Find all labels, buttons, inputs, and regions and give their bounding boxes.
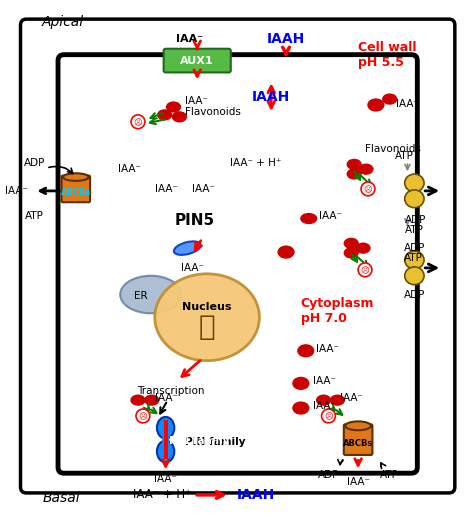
Circle shape	[321, 409, 336, 423]
Text: ATP: ATP	[380, 470, 399, 480]
Text: IAA⁻ + H⁺: IAA⁻ + H⁺	[230, 158, 281, 168]
Ellipse shape	[405, 174, 424, 192]
Text: IAA⁻: IAA⁻	[181, 263, 204, 273]
Text: IAA⁻: IAA⁻	[5, 186, 28, 196]
Text: IAA⁻: IAA⁻	[176, 34, 203, 44]
Ellipse shape	[330, 395, 344, 405]
Text: ☹: ☹	[324, 413, 333, 421]
Ellipse shape	[405, 251, 424, 269]
Text: ☹: ☹	[138, 413, 147, 421]
FancyBboxPatch shape	[62, 176, 90, 202]
Text: IAA⁻: IAA⁻	[313, 376, 336, 386]
Text: ADP: ADP	[318, 470, 339, 480]
Circle shape	[136, 409, 150, 423]
Text: ☹: ☹	[361, 266, 369, 276]
Text: IAA⁻: IAA⁻	[396, 99, 419, 109]
Ellipse shape	[293, 377, 309, 389]
Text: IAA⁻: IAA⁻	[118, 164, 141, 174]
Text: Flavonoids: Flavonoids	[365, 144, 421, 155]
Text: IAAH: IAAH	[252, 90, 291, 104]
Text: ATP: ATP	[395, 151, 413, 161]
Text: PIN5: PIN5	[174, 213, 214, 228]
Ellipse shape	[158, 110, 172, 120]
Ellipse shape	[63, 173, 89, 181]
Text: ADP: ADP	[404, 216, 426, 225]
Circle shape	[131, 115, 145, 129]
Text: IAA⁻: IAA⁻	[185, 96, 209, 106]
Ellipse shape	[344, 238, 358, 248]
Ellipse shape	[345, 421, 371, 430]
Ellipse shape	[301, 214, 317, 223]
Ellipse shape	[347, 169, 361, 179]
Circle shape	[358, 263, 372, 277]
Text: IAA⁻: IAA⁻	[192, 184, 215, 194]
Ellipse shape	[383, 94, 397, 104]
Ellipse shape	[131, 395, 145, 405]
FancyBboxPatch shape	[58, 55, 417, 473]
FancyBboxPatch shape	[20, 19, 455, 493]
Text: IAA⁻: IAA⁻	[319, 210, 342, 221]
Ellipse shape	[157, 440, 174, 462]
Ellipse shape	[173, 112, 186, 122]
Text: IAA⁻: IAA⁻	[155, 184, 178, 194]
Ellipse shape	[155, 274, 259, 361]
Text: ABCBs: ABCBs	[61, 188, 91, 197]
Text: ATP: ATP	[403, 253, 422, 263]
Text: IAA⁻: IAA⁻	[346, 477, 370, 487]
Text: Basal: Basal	[42, 491, 80, 505]
Text: Transcription: Transcription	[137, 386, 204, 396]
Ellipse shape	[174, 241, 201, 255]
Text: ☹: ☹	[134, 118, 142, 127]
Text: ☹: ☹	[364, 186, 373, 194]
FancyBboxPatch shape	[344, 424, 373, 455]
Text: ADP: ADP	[403, 243, 425, 253]
Text: IAA⁻: IAA⁻	[155, 393, 178, 403]
Ellipse shape	[347, 159, 361, 169]
Ellipse shape	[145, 395, 159, 405]
Text: AUX1: AUX1	[181, 56, 214, 66]
Ellipse shape	[278, 246, 294, 258]
Text: PIN family: PIN family	[169, 436, 229, 446]
Text: IAAH: IAAH	[237, 488, 275, 502]
Ellipse shape	[293, 402, 309, 414]
Text: ER: ER	[134, 291, 148, 300]
Text: 𝄞: 𝄞	[199, 313, 215, 341]
FancyBboxPatch shape	[162, 431, 169, 448]
Text: IAA⁻ + H⁺: IAA⁻ + H⁺	[133, 489, 191, 501]
Ellipse shape	[405, 267, 424, 285]
Text: Apical: Apical	[42, 15, 84, 29]
Text: Cell wall
pH 5.5: Cell wall pH 5.5	[358, 41, 417, 69]
Ellipse shape	[298, 345, 314, 357]
Text: IAAH: IAAH	[267, 32, 305, 46]
Ellipse shape	[405, 190, 424, 208]
Text: ADP: ADP	[403, 290, 425, 299]
Ellipse shape	[317, 395, 330, 405]
FancyBboxPatch shape	[164, 49, 231, 72]
Text: IAA⁻: IAA⁻	[340, 393, 364, 403]
Ellipse shape	[120, 276, 182, 313]
Ellipse shape	[157, 417, 174, 438]
Ellipse shape	[356, 243, 370, 253]
Text: IAA⁻: IAA⁻	[313, 401, 336, 411]
Ellipse shape	[166, 102, 181, 112]
Text: Flavonoids: Flavonoids	[185, 107, 241, 117]
Ellipse shape	[359, 164, 373, 174]
Text: ATP: ATP	[25, 210, 44, 221]
Circle shape	[361, 182, 375, 196]
Text: Nucleus: Nucleus	[182, 302, 232, 312]
FancyBboxPatch shape	[164, 420, 168, 460]
Text: IAA⁻: IAA⁻	[316, 344, 338, 354]
Text: ADP: ADP	[24, 158, 45, 168]
Ellipse shape	[344, 248, 358, 258]
Text: Cytoplasm
pH 7.0: Cytoplasm pH 7.0	[301, 297, 374, 326]
Text: ABCBs: ABCBs	[343, 439, 373, 448]
Text: ATP: ATP	[404, 225, 423, 235]
Text: PIN family: PIN family	[185, 437, 246, 447]
Text: IAA⁻: IAA⁻	[154, 474, 177, 484]
Ellipse shape	[368, 99, 384, 111]
